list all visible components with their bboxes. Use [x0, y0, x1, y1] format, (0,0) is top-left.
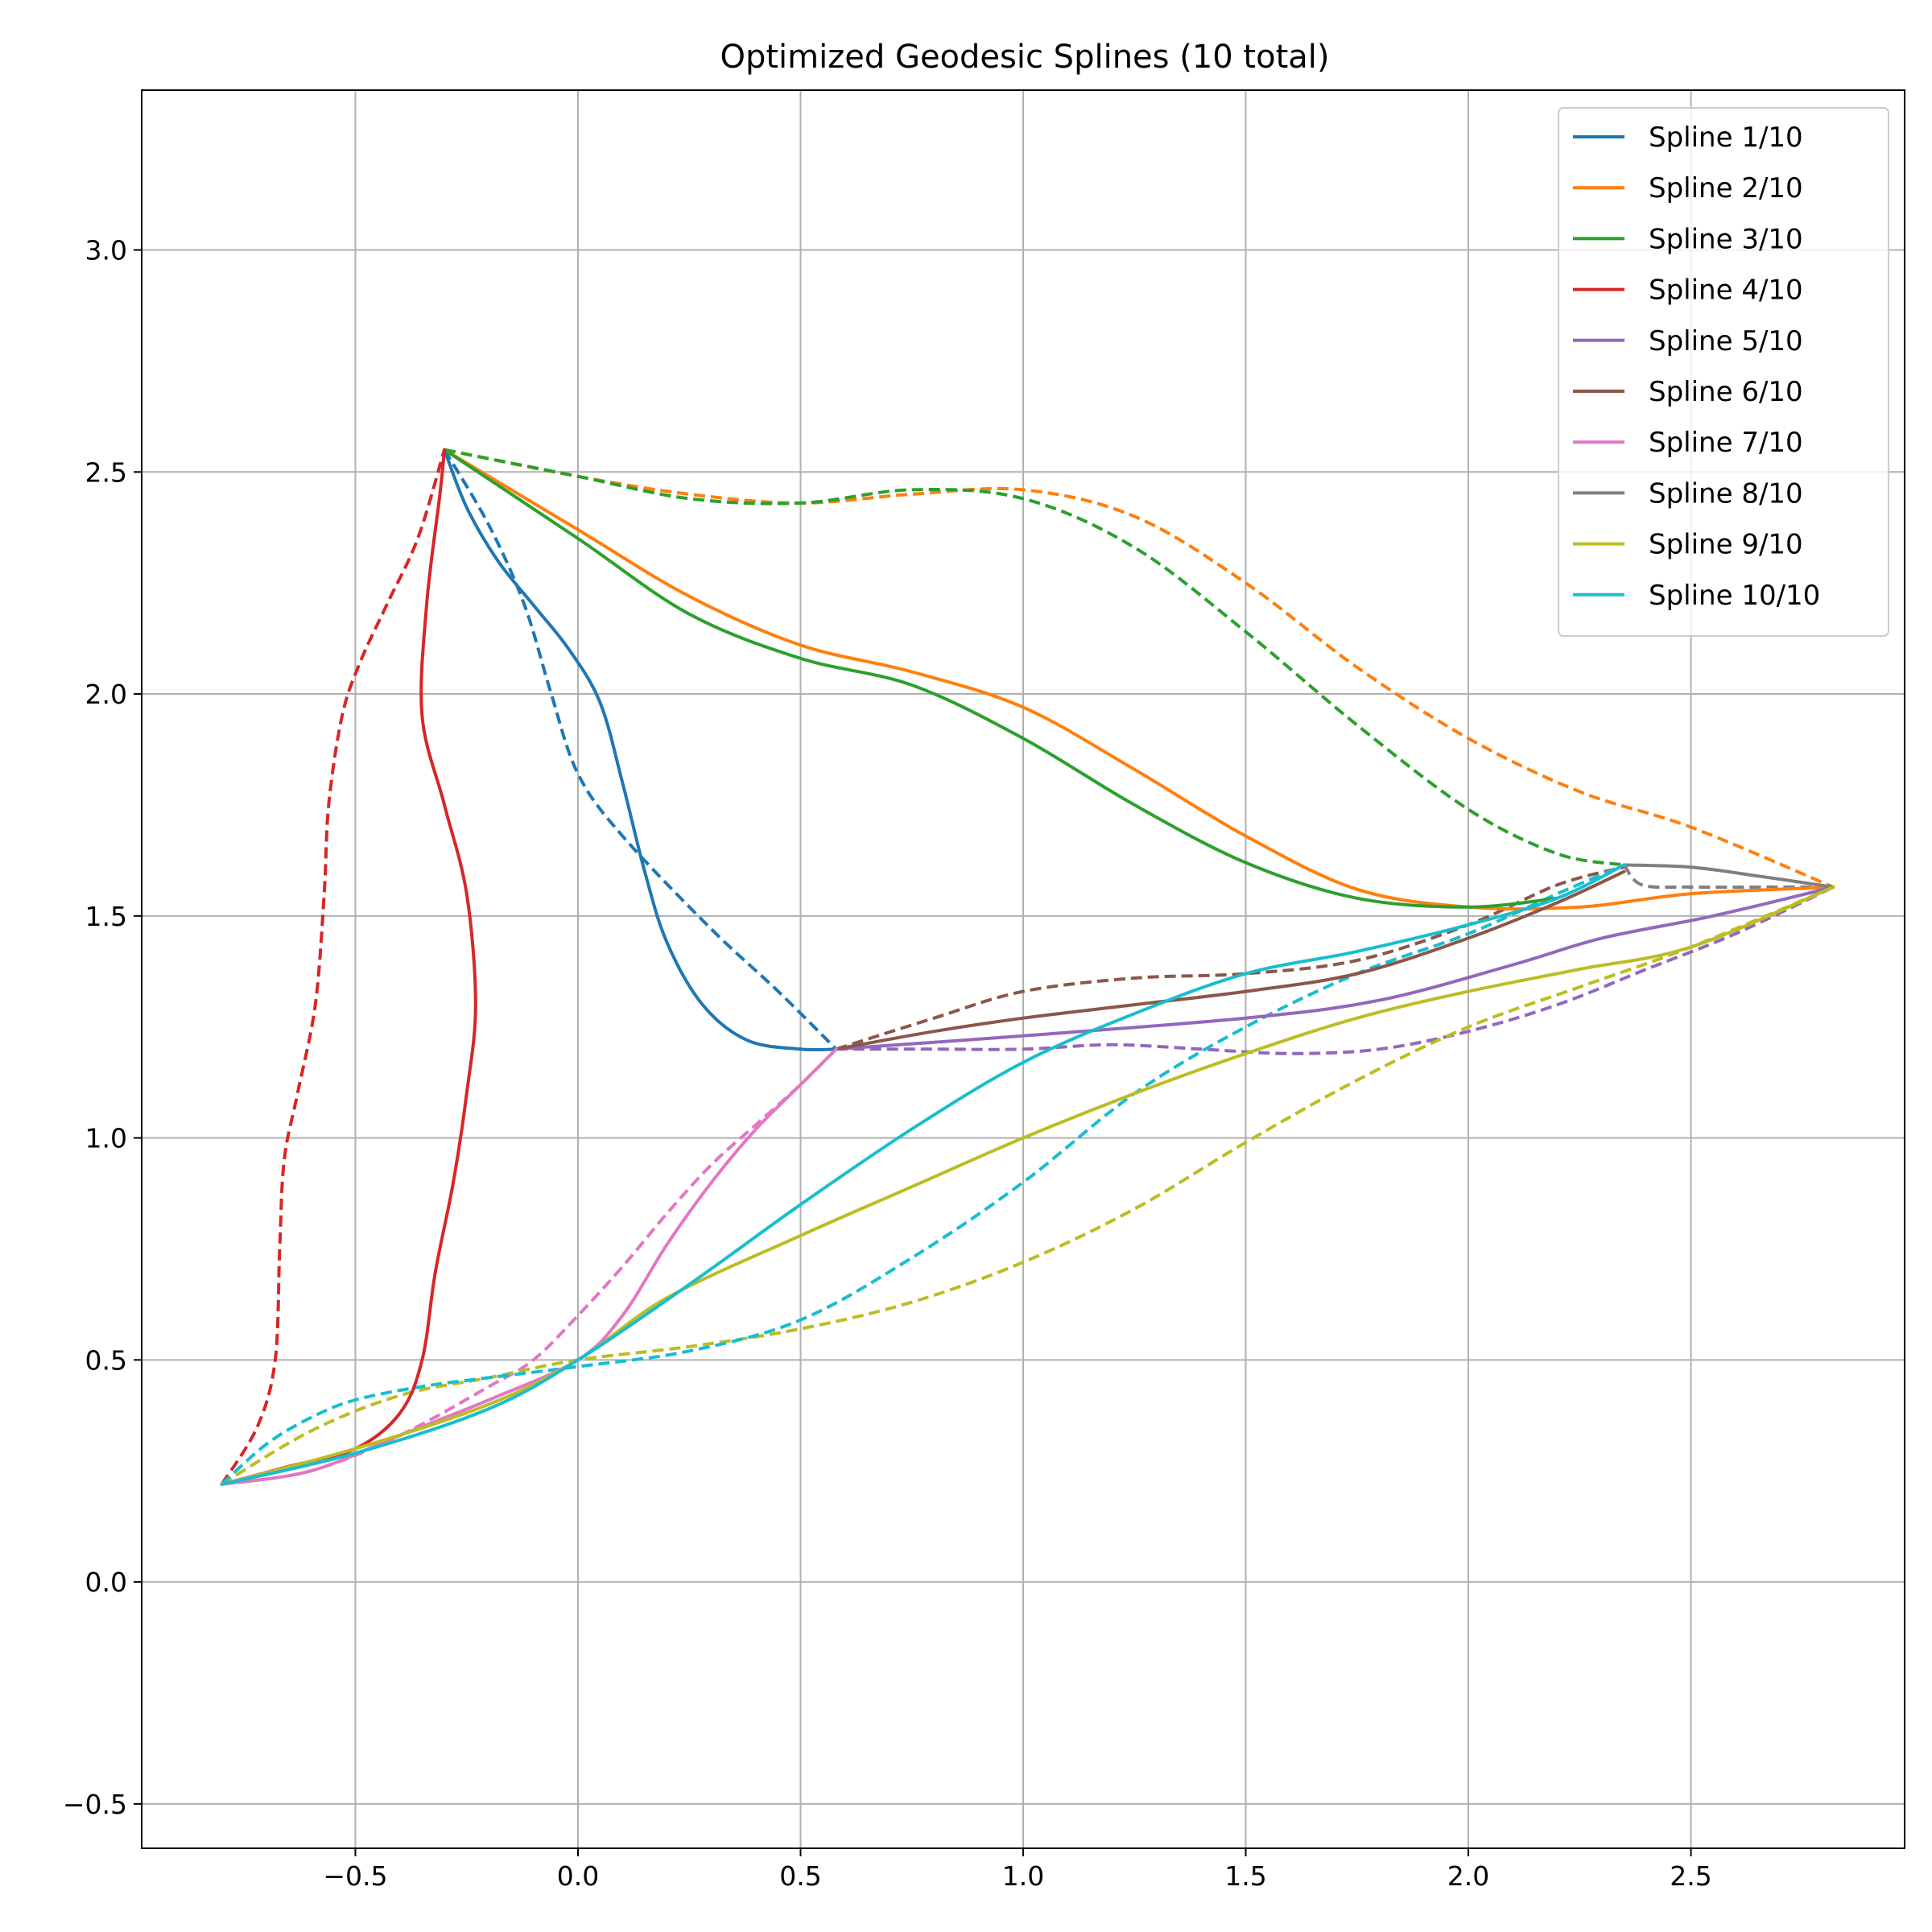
y-axis-ticks: −0.5 0.0 0.5 1.0 1.5 2.0 2.5 3.0: [63, 235, 142, 1820]
y-tick-label-0: −0.5: [63, 1789, 127, 1820]
series-4-solid-line: [220, 448, 477, 1486]
legend-label-2: Spline 2/10: [1649, 172, 1803, 204]
legend-label-9: Spline 9/10: [1649, 529, 1803, 561]
x-tick-label-3: 1.0: [1002, 1860, 1044, 1892]
x-tick-label-0: −0.5: [323, 1860, 387, 1892]
series-3-dashed-line: [444, 448, 1624, 867]
chart-title: Optimized Geodesic Splines (10 total): [720, 39, 1329, 76]
x-tick-label-4: 1.5: [1224, 1860, 1266, 1892]
x-tick-label-1: 0.0: [557, 1860, 599, 1892]
series-4-dashed-line: [220, 449, 447, 1485]
series-7-dashed-line: [221, 1047, 838, 1486]
series-1-solid-line: [443, 448, 838, 1052]
x-axis-ticks: −0.5 0.0 0.5 1.0 1.5 2.0 2.5: [323, 1848, 1712, 1892]
legend-label-10: Spline 10/10: [1649, 580, 1820, 612]
series-6-solid-line: [834, 869, 1626, 1051]
x-tick-label-2: 0.5: [779, 1860, 821, 1892]
series-6-dashed-line: [836, 865, 1625, 1051]
series-2-dashed-line: [444, 448, 1835, 889]
y-tick-label-3: 1.0: [85, 1123, 127, 1154]
series-3-solid-line: [443, 448, 1559, 909]
series-9-solid-line: [220, 886, 1835, 1486]
series-1-dashed-line: [443, 448, 838, 1051]
y-tick-label-1: 0.0: [85, 1567, 127, 1598]
series-7-solid-line: [220, 1047, 838, 1486]
legend-label-8: Spline 8/10: [1649, 477, 1803, 510]
series-8-solid-line: [1622, 863, 1835, 889]
series-10-solid-line: [220, 863, 1626, 1486]
legend-label-3: Spline 3/10: [1649, 223, 1803, 255]
legend-label-6: Spline 6/10: [1649, 376, 1803, 408]
y-tick-label-4: 1.5: [85, 901, 127, 932]
series-2-solid-line: [443, 448, 1835, 911]
series-10-dashed-line: [221, 863, 1625, 1486]
y-tick-label-7: 3.0: [85, 235, 127, 266]
y-tick-label-6: 2.5: [85, 456, 127, 488]
legend-label-5: Spline 5/10: [1649, 325, 1803, 357]
legend-label-1: Spline 1/10: [1649, 122, 1803, 154]
legend-box: [1558, 107, 1889, 637]
x-tick-label-6: 2.5: [1670, 1860, 1711, 1892]
legend-label-7: Spline 7/10: [1649, 427, 1803, 459]
series-9-dashed-line: [221, 886, 1835, 1486]
series-lines: [220, 448, 1835, 1486]
series-5-dashed-line: [836, 886, 1835, 1055]
series-8-dashed-line: [1622, 864, 1834, 890]
legend: Spline 1/10 Spline 2/10 Spline 3/10 Spline …: [1558, 107, 1889, 637]
y-tick-label-5: 2.0: [85, 679, 127, 710]
x-tick-label-5: 2.0: [1447, 1860, 1489, 1892]
series-5-solid-line: [834, 886, 1835, 1051]
legend-label-4: Spline 4/10: [1649, 275, 1803, 307]
y-tick-label-2: 0.5: [85, 1344, 127, 1376]
